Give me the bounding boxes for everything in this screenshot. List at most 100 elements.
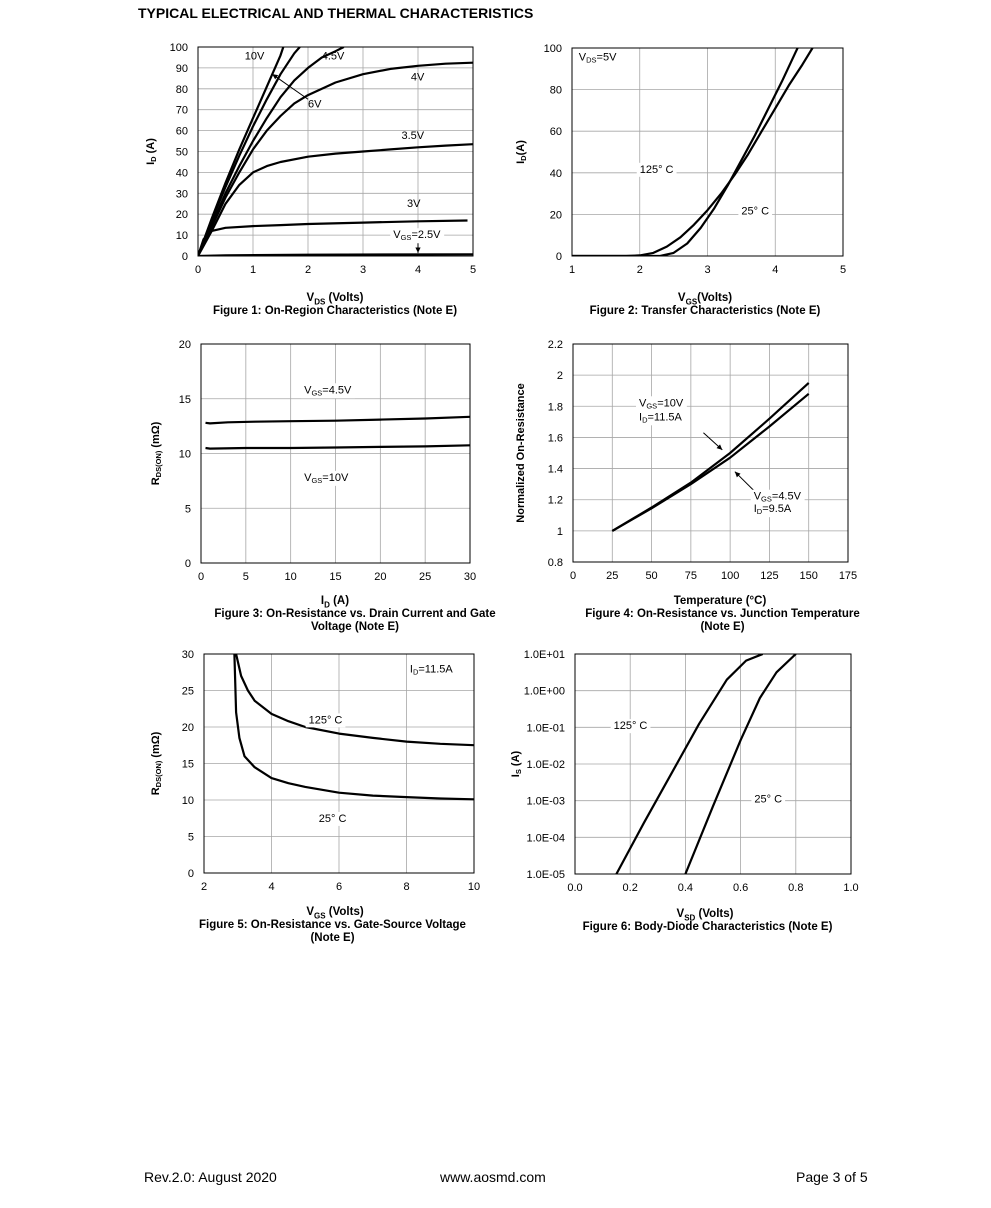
fig6-caption: Figure 6: Body-Diode Characteristics (No… [582, 921, 833, 933]
fig4-ytick-label: 2 [557, 370, 563, 382]
fig6-annotation-0: 125° C [614, 720, 648, 732]
fig5-ytick-label: 10 [182, 795, 194, 807]
fig6-xlabel: VSD (Volts) [676, 908, 734, 923]
fig1-xtick-label: 5 [470, 264, 476, 276]
fig4-ylabel: Normalized On-Resistance [515, 383, 527, 522]
fig1-ytick-label: 60 [176, 126, 188, 138]
page-title: TYPICAL ELECTRICAL AND THERMAL CHARACTER… [138, 5, 534, 21]
fig4-xtick-label: 50 [645, 570, 657, 582]
fig4-caption-line2: (Note E) [700, 621, 745, 633]
fig6-ytick-label: 1.0E+00 [524, 686, 565, 698]
fig1-plot-frame [197, 46, 474, 257]
fig1-series-line-5 [198, 219, 468, 256]
fig2-ytick-label: 100 [544, 43, 562, 55]
fig4-xtick-label: 125 [760, 570, 778, 582]
fig5-series-line-0 [235, 654, 474, 747]
fig6-xtick-label: 0.6 [733, 882, 748, 894]
fig6-ytick-label: 1.0E-04 [526, 832, 565, 844]
fig5-series-line-1 [233, 654, 474, 801]
fig1-series-line-6 [198, 253, 473, 256]
fig5-xtick-label: 6 [336, 881, 342, 893]
fig6-annotation-bg-0 [610, 719, 651, 734]
fig1-annotation-2: 4V [411, 71, 425, 83]
fig3-xtick-label: 5 [243, 571, 249, 583]
fig1-series-line-4 [198, 143, 473, 256]
fig2-ytick-label: 20 [550, 209, 562, 221]
fig1-ylabel: ID (A) [145, 138, 158, 165]
fig2-ytick-label: 0 [556, 251, 562, 263]
fig5-annotation-bg-2 [315, 811, 350, 826]
fig3-ytick-label: 5 [185, 503, 191, 515]
fig3-ytick-label: 15 [179, 394, 191, 406]
fig3-ytick-label: 10 [179, 449, 191, 461]
footer-revision: Rev.2.0: August 2020 [144, 1169, 277, 1185]
fig1-xtick-label: 3 [360, 264, 366, 276]
fig2-ytick-label: 80 [550, 85, 562, 97]
fig2-ylabel: ID(A) [515, 140, 528, 164]
fig1-arrow-head-0 [272, 74, 279, 80]
fig5-annotation-bg-1 [305, 713, 346, 728]
fig3-annotation-0: VGS=4.5V [304, 384, 352, 397]
fig6-xtick-label: 0.4 [678, 882, 693, 894]
fig6-ytick-label: 1.0E-01 [526, 722, 565, 734]
fig3-xtick-label: 10 [285, 571, 297, 583]
fig4-ytick-label: 0.8 [548, 557, 563, 569]
fig4-xtick-label: 0 [570, 570, 576, 582]
fig5-ytick-label: 0 [188, 868, 194, 880]
fig6-ytick-label: 1.0E-05 [526, 869, 565, 881]
fig6-xtick-label: 0.8 [788, 882, 803, 894]
footer-website: www.aosmd.com [440, 1169, 546, 1185]
fig5-annotation-0: ID=11.5A [410, 663, 454, 676]
fig1-xtick-label: 0 [195, 264, 201, 276]
fig5-annotation-2: 25° C [319, 813, 347, 825]
fig5-ytick-label: 20 [182, 722, 194, 734]
fig3-annotation-1: VGS=10V [304, 472, 349, 485]
fig4-chart: 0 25 50 75 100 125 150 175 0.8 1 1.2 1.4 1.6 1.8 2 2.2 N… [515, 339, 857, 582]
fig3-xtick-label: 30 [464, 571, 476, 583]
fig6-annotation-1: 25° C [754, 794, 782, 806]
fig5-plot-frame [203, 653, 475, 874]
fig2-annotation-bg-2 [738, 204, 773, 219]
fig1-xtick-label: 2 [305, 264, 311, 276]
fig4-annotation-bg-1 [636, 410, 686, 426]
fig2-xtick-label: 4 [772, 264, 778, 276]
fig4-series-line-1 [611, 392, 810, 532]
fig2-annotation-0: VDS=5V [579, 51, 617, 64]
fig2-series-line-1 [572, 48, 799, 256]
fig1-ytick-label: 70 [176, 105, 188, 117]
fig5-xtick-label: 10 [468, 881, 480, 893]
fig4-ytick-label: 1.8 [548, 401, 563, 413]
fig5-xtick-label: 8 [403, 881, 409, 893]
fig4-caption: Figure 4: On-Resistance vs. Junction Tem… [560, 608, 885, 634]
fig4-ytick-label: 1.2 [548, 495, 563, 507]
fig2-series-line-0 [572, 48, 814, 256]
fig3-ytick-label: 20 [179, 339, 191, 351]
fig6-series-line-1 [684, 654, 797, 874]
fig4-ytick-label: 2.2 [548, 339, 563, 351]
fig3-plot-frame [200, 343, 471, 564]
fig3-xtick-label: 25 [419, 571, 431, 583]
fig5-ytick-label: 30 [182, 649, 194, 661]
fig5-chart: 2 4 6 8 10 0 5 10 15 20 25 30 RDS(ON) (mΩ) ID=11.5A 12… [150, 649, 480, 893]
fig1-ytick-label: 0 [182, 251, 188, 263]
fig6-ytick-label: 1.0E-03 [526, 796, 565, 808]
fig5-ytick-label: 15 [182, 759, 194, 771]
fig4-ytick-label: 1.6 [548, 432, 563, 444]
fig3-caption-line1: Figure 3: On-Resistance vs. Drain Curren… [214, 608, 496, 620]
fig1-series-line-3 [198, 61, 473, 256]
fig3-series-line-0 [205, 415, 470, 425]
fig1-annotation-bg-6 [390, 228, 445, 244]
fig4-xtick-label: 100 [721, 570, 739, 582]
fig1-arrow-head-1 [415, 247, 421, 253]
fig3-caption: Figure 3: On-Resistance vs. Drain Curren… [180, 608, 530, 634]
fig1-ytick-label: 40 [176, 167, 188, 179]
fig1-ytick-label: 80 [176, 84, 188, 96]
fig3-caption-line2: Voltage (Note E) [311, 621, 399, 633]
fig1-annotation-4: 3.5V [402, 130, 425, 142]
fig5-ytick-label: 5 [188, 832, 194, 844]
fig1-xtick-label: 1 [250, 264, 256, 276]
fig4-xlabel: Temperature (°C) [673, 595, 767, 607]
fig5-caption: Figure 5: On-Resistance vs. Gate-Source … [170, 919, 495, 945]
fig3-ylabel: RDS(ON) (mΩ) [150, 421, 163, 485]
fig4-annotation-bg-2 [750, 489, 805, 505]
